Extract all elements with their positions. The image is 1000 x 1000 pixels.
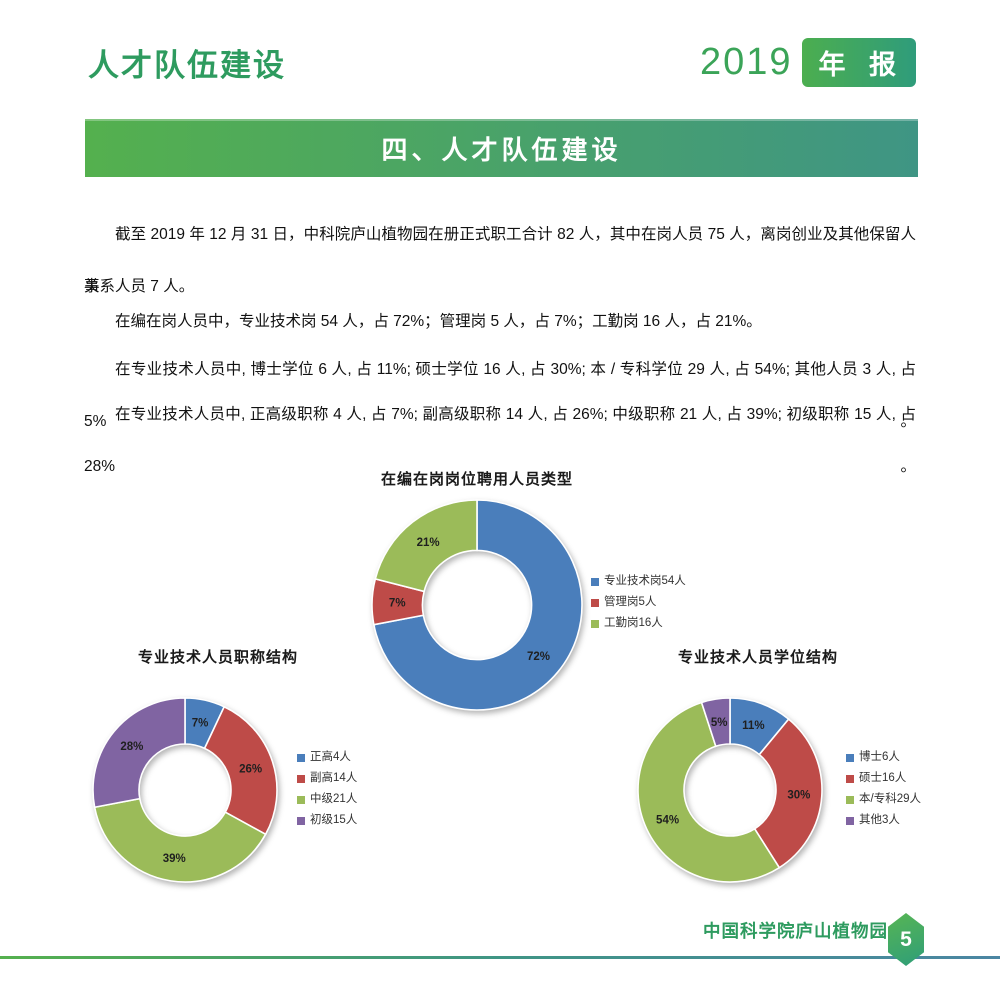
legend-item: 副高14人 bbox=[297, 771, 357, 786]
chart-title-professional-rank: 专业技术人员职称结构 bbox=[137, 648, 298, 666]
paragraph-line: 在专业技术人员中, 博士学位 6 人, 占 11%; 硕士学位 16 人, 占 … bbox=[84, 361, 916, 430]
legend-item: 工勤岗16人 bbox=[591, 616, 686, 631]
pie-slice bbox=[753, 717, 823, 869]
legend-item: 博士6人 bbox=[846, 750, 921, 765]
paragraph-line: 在编在岗人员中，专业技术岗 54 人，占 72%；管理岗 5 人，占 7%；工勤… bbox=[115, 313, 762, 330]
pie-slice bbox=[372, 499, 583, 711]
legend-item: 硕士16人 bbox=[846, 771, 921, 786]
legend-item: 初级15人 bbox=[297, 813, 357, 828]
slice-label: 7% bbox=[192, 718, 209, 730]
legend-swatch-icon bbox=[591, 577, 599, 586]
legend-swatch-icon bbox=[297, 774, 305, 783]
donut-chart-professional-rank: 7% 26% 39% 28% bbox=[83, 688, 287, 897]
legend-label: 本/专科29人 bbox=[859, 793, 921, 805]
slice-label: 54% bbox=[656, 814, 679, 826]
pie-slice bbox=[203, 705, 278, 836]
legend-swatch-icon bbox=[846, 795, 854, 804]
slice-label: 28% bbox=[120, 741, 143, 753]
paragraph-line: 在专业技术人员中, 正高级职称 4 人, 占 7%; 副高级职称 14 人, 占… bbox=[84, 406, 916, 475]
section-banner: 四、人才队伍建设 bbox=[85, 119, 918, 177]
year-label: 2019 bbox=[699, 41, 793, 83]
header-year-group: 2019 年 报 bbox=[700, 38, 916, 87]
legend-label: 硕士16人 bbox=[859, 772, 907, 784]
pie-slice bbox=[93, 797, 267, 883]
slice-label: 21% bbox=[417, 537, 440, 549]
slice-label: 7% bbox=[389, 597, 406, 609]
slice-label: 11% bbox=[742, 720, 764, 732]
slice-label: 26% bbox=[239, 764, 262, 776]
donut-chart-degree-structure: 11% 30% 54% 5% bbox=[628, 688, 832, 897]
section-banner-title: 四、人才队伍建设 bbox=[381, 134, 622, 165]
slice-label: 5% bbox=[711, 717, 728, 729]
pie-slice bbox=[92, 697, 186, 809]
legend-swatch-icon bbox=[297, 753, 305, 762]
paragraph-line: 截至 2019 年 12 月 31 日，中科院庐山植物园在册正式职工合计 82 … bbox=[84, 226, 916, 295]
paragraph-line: 关系人员 7 人。 bbox=[84, 278, 195, 295]
chart-title-degree-structure: 专业技术人员学位结构 bbox=[677, 648, 838, 666]
chart-title-employment-type: 在编在岗岗位聘用人员类型 bbox=[380, 470, 573, 488]
legend-swatch-icon bbox=[846, 753, 854, 762]
legend-item: 管理岗5人 bbox=[591, 595, 686, 610]
slice-label: 72% bbox=[527, 651, 550, 663]
slice-label: 30% bbox=[787, 789, 810, 801]
legend-swatch-icon bbox=[297, 816, 305, 825]
year-badge: 年 报 bbox=[802, 38, 916, 87]
legend-label: 正高4人 bbox=[310, 751, 351, 763]
legend-label: 初级15人 bbox=[310, 814, 358, 826]
legend-item: 其他3人 bbox=[846, 813, 921, 828]
chart-legend-degree-structure: 博士6人硕士16人本/专科29人 其他3人 bbox=[846, 750, 921, 828]
slice-label: 39% bbox=[163, 853, 186, 865]
legend-label: 副高14人 bbox=[310, 772, 358, 784]
legend-swatch-icon bbox=[591, 598, 599, 607]
donut-chart-employment-type: 72% 7% 21% bbox=[362, 490, 592, 725]
footer-organization: 中国科学院庐山植物园 bbox=[703, 921, 888, 941]
legend-label: 博士6人 bbox=[859, 751, 900, 763]
legend-label: 专业技术岗54人 bbox=[604, 575, 686, 587]
chart-legend-professional-rank: 正高4人副高14人中级21人初级15人 bbox=[297, 750, 357, 828]
chart-legend-employment-type: 专业技术岗54人 管理岗5人工勤岗16人 bbox=[591, 574, 686, 631]
legend-label: 中级21人 bbox=[310, 793, 358, 805]
pie-slice bbox=[637, 701, 781, 883]
legend-swatch-icon bbox=[297, 795, 305, 804]
legend-swatch-icon bbox=[591, 619, 599, 628]
legend-item: 正高4人 bbox=[297, 750, 357, 765]
legend-label: 管理岗5人 bbox=[604, 596, 657, 608]
legend-swatch-icon bbox=[846, 816, 854, 825]
legend-item: 专业技术岗54人 bbox=[591, 574, 686, 589]
pie-slice bbox=[700, 697, 731, 748]
footer-divider-line bbox=[0, 956, 1000, 959]
legend-label: 其他3人 bbox=[859, 814, 900, 826]
pie-slice bbox=[374, 499, 478, 593]
legend-swatch-icon bbox=[846, 774, 854, 783]
legend-item: 中级21人 bbox=[297, 792, 357, 807]
page-title: 人才队伍建设 bbox=[88, 48, 286, 84]
legend-label: 工勤岗16人 bbox=[604, 617, 663, 629]
legend-item: 本/专科29人 bbox=[846, 792, 921, 807]
